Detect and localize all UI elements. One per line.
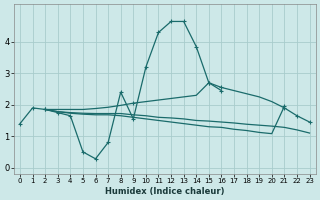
X-axis label: Humidex (Indice chaleur): Humidex (Indice chaleur)	[105, 187, 225, 196]
